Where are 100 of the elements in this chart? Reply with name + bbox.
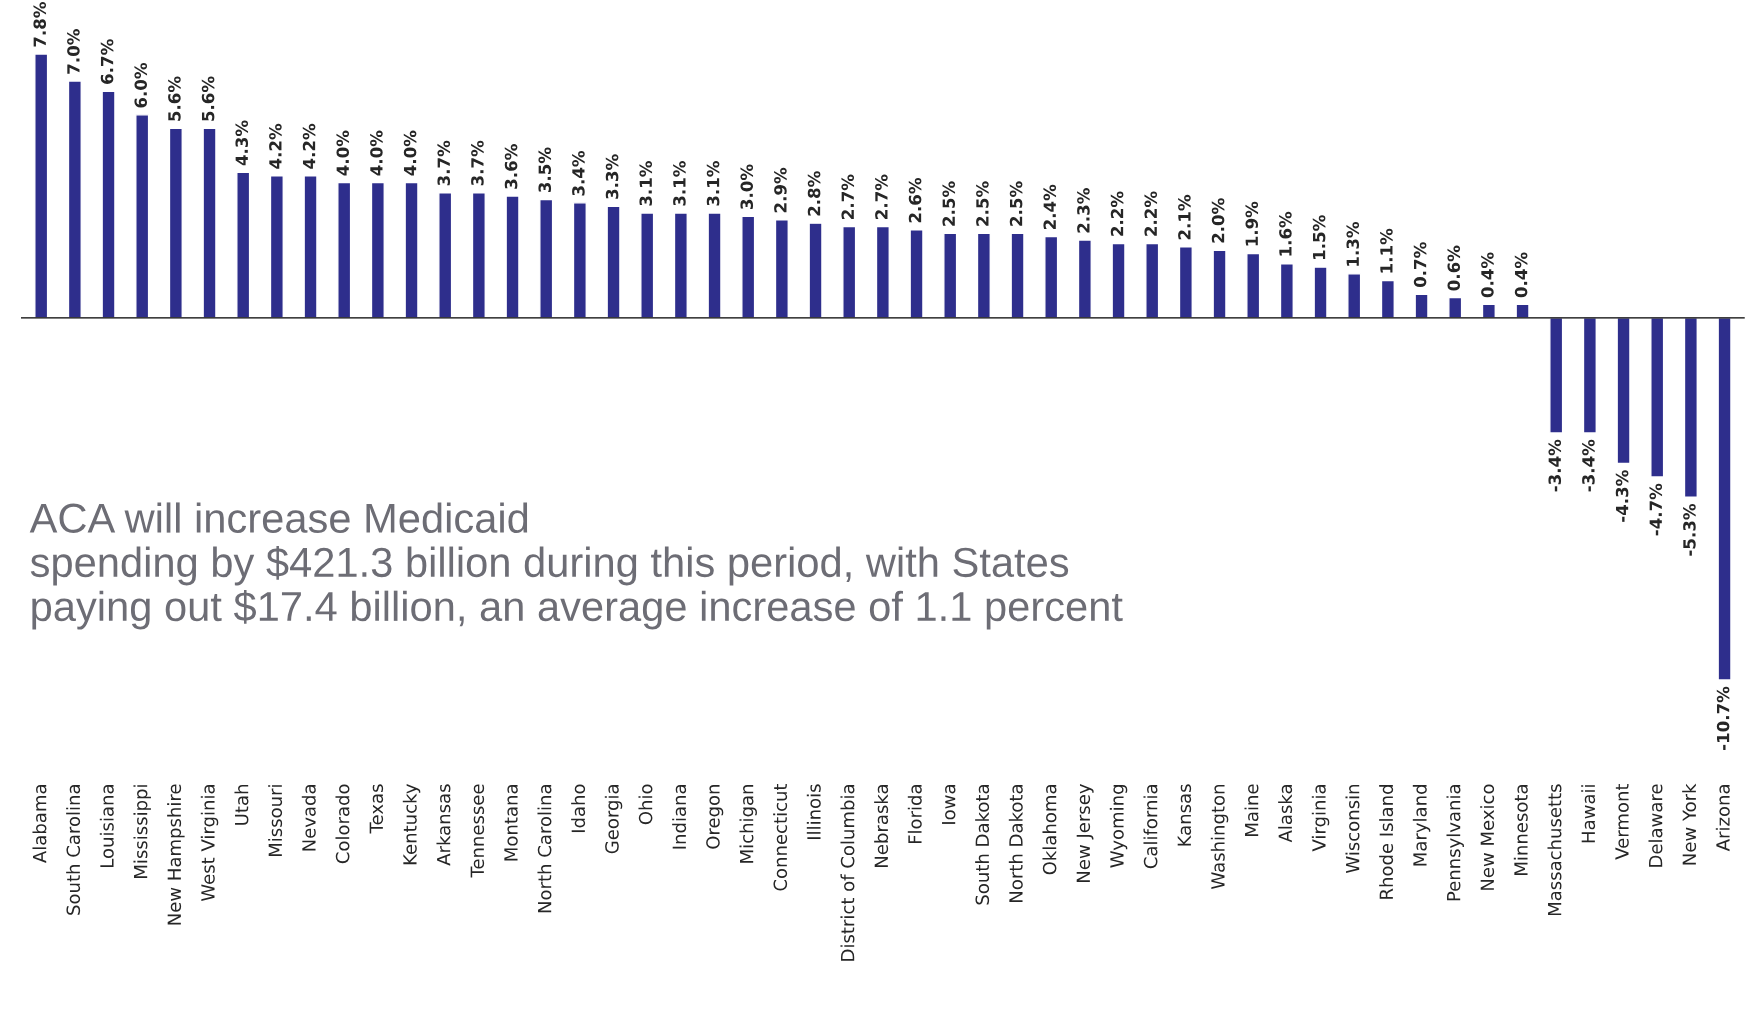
bar [640, 212, 655, 319]
x-tick-label: Iowa [942, 785, 956, 824]
x-tick-label: Missouri [268, 785, 283, 857]
x-tick-label: Indiana [672, 785, 687, 849]
x-tick-label: Virginia [1311, 785, 1330, 852]
data-label: 1.5% [1312, 215, 1326, 259]
x-tick-label: Illinois [806, 784, 821, 839]
bar [673, 212, 688, 319]
data-label: 4.2% [302, 123, 316, 169]
x-tick-label: New Mexico [1480, 784, 1495, 890]
bar [1549, 317, 1564, 434]
data-label: 2.0% [1211, 198, 1225, 243]
bar [505, 195, 520, 319]
bar [976, 232, 991, 319]
bar [337, 181, 352, 319]
bar [438, 191, 453, 319]
bar [1111, 242, 1126, 319]
x-tick-label: Delaware [1648, 784, 1663, 867]
bar [404, 181, 419, 319]
data-label: 0.6% [1447, 245, 1461, 291]
x-tick-label: North Dakota [1008, 785, 1023, 902]
data-label: 3.6% [504, 144, 518, 189]
x-tick-label: Maine [1244, 784, 1259, 836]
bar [202, 127, 217, 319]
data-label: 3.5% [538, 147, 552, 193]
x-tick-label: South Dakota [975, 785, 990, 905]
data-label: 3.1% [706, 161, 720, 206]
x-tick-label: Hawaii [1581, 785, 1596, 843]
bar [1717, 317, 1732, 681]
x-tick-label: Mississippi [133, 785, 151, 878]
x-tick-label: Tennessee [470, 784, 485, 878]
data-label: 2.5% [976, 181, 989, 226]
data-label: 4.0% [370, 130, 383, 176]
bar [168, 127, 183, 319]
x-tick-label: New Hampshire [167, 784, 185, 925]
data-label: -3.4% [1582, 439, 1595, 492]
bar [1212, 249, 1227, 319]
data-label: 2.7% [841, 174, 855, 219]
bar [707, 212, 722, 319]
x-tick-label: Florida [907, 785, 922, 844]
data-label: -3.4% [1548, 439, 1562, 492]
bar [1683, 317, 1698, 498]
data-label: 4.0% [336, 130, 350, 176]
bar [135, 114, 150, 319]
x-tick-label: Alabama [32, 785, 47, 863]
bar [67, 80, 82, 319]
x-tick-label: Rhode Island [1379, 785, 1394, 899]
data-label: 7.0% [67, 29, 80, 74]
bar [1414, 293, 1429, 319]
data-label: 6.0% [134, 62, 148, 108]
data-label: 3.1% [673, 161, 686, 206]
bar [471, 191, 486, 319]
data-label: 1.6% [1279, 211, 1292, 256]
x-tick-label: North Carolina [537, 785, 552, 913]
data-label: 0.7% [1413, 242, 1427, 288]
x-tick-label: Louisiana [99, 785, 114, 867]
bar [943, 232, 958, 319]
bar [1515, 303, 1530, 319]
bar [1044, 235, 1059, 319]
x-tick-label: Montana [504, 785, 518, 861]
data-label: 3.3% [605, 154, 619, 199]
data-label: 3.1% [639, 161, 653, 206]
x-tick-label: California [1143, 785, 1158, 869]
x-tick-label: Oregon [706, 785, 724, 849]
bar [101, 90, 116, 319]
bar [1582, 317, 1597, 434]
x-tick-label: Minnesota [1513, 785, 1528, 875]
bar [1616, 317, 1631, 465]
x-tick-label: Kansas [1177, 784, 1192, 846]
data-label: -5.3% [1683, 503, 1696, 556]
bar [1448, 296, 1463, 319]
bar [774, 219, 789, 319]
data-label: 4.2% [269, 123, 282, 169]
x-tick-label: Wisconsin [1345, 785, 1360, 874]
bar [1178, 246, 1193, 319]
data-label: 5.6% [168, 76, 181, 121]
data-label: 4.0% [403, 130, 417, 176]
data-label: 3.7% [471, 140, 484, 186]
data-label: 0.4% [1481, 252, 1494, 298]
bar [808, 222, 823, 319]
x-tick-label: South Carolina [66, 785, 81, 915]
data-label: 1.3% [1346, 221, 1360, 266]
bar [572, 202, 587, 319]
data-label: 2.5% [1009, 181, 1023, 226]
x-tick-label: Texas [369, 784, 384, 834]
bar [1650, 317, 1665, 478]
x-tick-label: Connecticut [773, 783, 788, 891]
x-tick-label: Alaska [1278, 785, 1293, 843]
data-label: 2.2% [1144, 191, 1158, 236]
bar [370, 181, 385, 319]
x-tick-label: Pennsylvania [1446, 785, 1464, 901]
data-label: 2.8% [807, 171, 821, 216]
x-tick-label: New York [1682, 783, 1697, 865]
bar [1010, 232, 1025, 319]
data-label: 2.7% [875, 174, 888, 219]
x-tick-label: Vermont [1615, 783, 1629, 860]
data-label: 2.2% [1110, 191, 1124, 236]
data-label: 5.6% [201, 76, 215, 121]
data-label: -4.7% [1649, 483, 1663, 536]
data-label: 1.1% [1380, 228, 1393, 273]
